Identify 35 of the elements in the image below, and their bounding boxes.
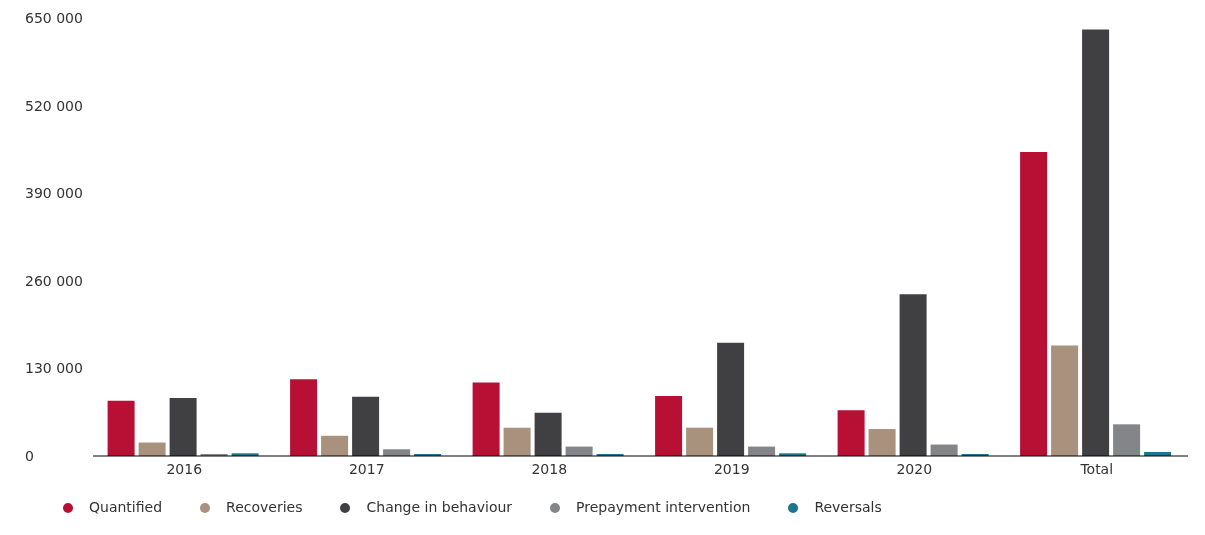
- y-tick-label: 520 000: [25, 97, 83, 114]
- legend-label: Quantified: [89, 499, 163, 515]
- x-tick-label: Total: [1079, 460, 1114, 477]
- bar: [899, 294, 927, 456]
- x-tick-label: 2018: [531, 460, 568, 477]
- bar: [321, 435, 349, 456]
- bar: [534, 412, 562, 456]
- bar: [655, 396, 683, 456]
- bar: [1113, 424, 1141, 456]
- bar: [169, 398, 197, 456]
- x-tick-label: 2016: [166, 460, 203, 477]
- bar: [352, 396, 380, 456]
- bar: [290, 379, 318, 456]
- y-tick-label: 260 000: [25, 272, 83, 289]
- legend-label: Change in behaviour: [366, 499, 513, 515]
- legend-label: Prepayment intervention: [576, 499, 751, 515]
- legend-label: Recoveries: [226, 499, 303, 515]
- bar: [1082, 29, 1110, 456]
- y-tick-label: 650 000: [25, 9, 83, 26]
- bar: [717, 342, 745, 456]
- x-tick-label: 2017: [348, 460, 385, 477]
- legend-label: Reversals: [814, 499, 882, 515]
- y-tick-label: 0: [25, 447, 34, 464]
- bar: [107, 400, 135, 456]
- bar: [686, 427, 714, 456]
- bar: [1051, 345, 1079, 456]
- bar: [1020, 152, 1048, 456]
- x-tick-label: 2020: [896, 460, 933, 477]
- y-tick-label: 130 000: [25, 360, 83, 377]
- bar: [868, 429, 896, 456]
- x-tick-label: 2019: [713, 460, 750, 477]
- bar: [503, 427, 531, 456]
- bar: [837, 410, 865, 456]
- bar: [472, 382, 500, 456]
- y-tick-label: 390 000: [25, 185, 83, 202]
